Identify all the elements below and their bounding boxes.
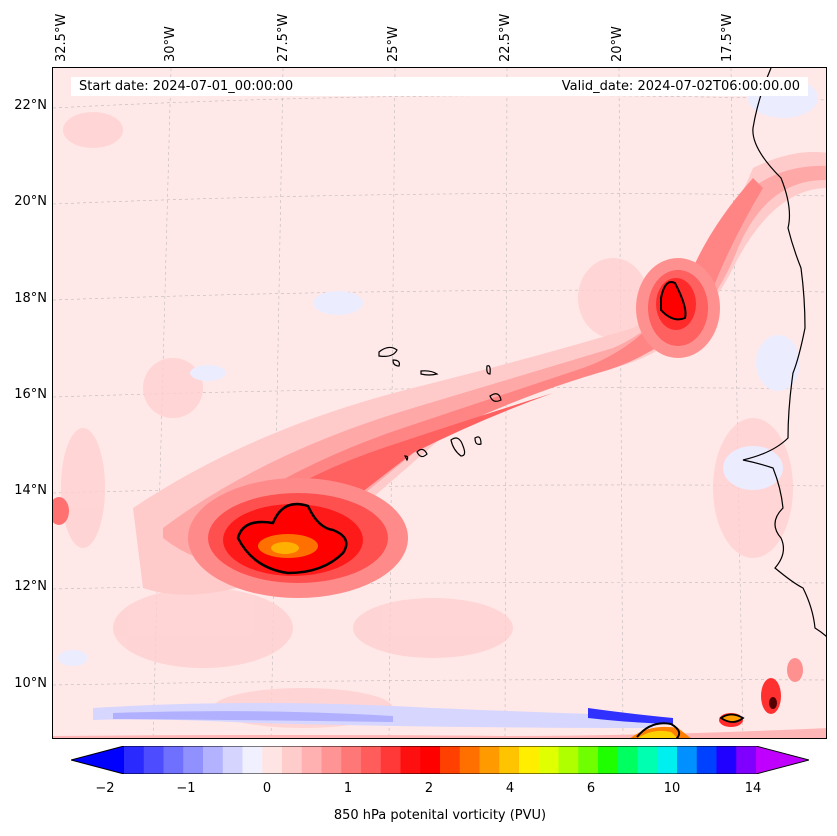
lat-label-14n: 14°N bbox=[14, 483, 47, 498]
date-info-bar: Start date: 2024-07-01_00:00:00 Valid_da… bbox=[71, 77, 808, 96]
lon-label-17-5w: 17.5°W bbox=[720, 13, 735, 62]
cb-tick-4: 4 bbox=[505, 781, 515, 796]
cb-tick-14: 14 bbox=[744, 781, 762, 796]
colorbar-swatch bbox=[499, 746, 520, 774]
island-brava bbox=[404, 455, 409, 462]
island-sao-nicolau bbox=[420, 370, 439, 376]
colorbar-swatch bbox=[696, 746, 717, 774]
southern-pv-band bbox=[53, 658, 826, 738]
pv-map: Start date: 2024-07-01_00:00:00 Valid_da… bbox=[52, 67, 827, 739]
cb-tick-10: 10 bbox=[663, 781, 681, 796]
lon-label-25w: 25°W bbox=[386, 26, 401, 62]
colorbar-swatch bbox=[301, 746, 322, 774]
colorbar-extend-max bbox=[756, 746, 809, 774]
cb-tick-1: 1 bbox=[343, 781, 353, 796]
colorbar-swatch bbox=[598, 746, 619, 774]
colorbar-swatch bbox=[459, 746, 480, 774]
colorbar-swatch bbox=[736, 746, 757, 774]
coastlines bbox=[378, 68, 826, 637]
colorbar-swatch bbox=[282, 746, 303, 774]
cb-tick-neg1: −1 bbox=[176, 781, 196, 796]
colorbar-swatch bbox=[321, 746, 342, 774]
colorbar-swatch bbox=[183, 746, 204, 774]
lon-label-20w: 20°W bbox=[610, 26, 625, 62]
colorbar-swatch bbox=[420, 746, 441, 774]
valid-date: Valid_date: 2024-07-02T06:00:00.00 bbox=[561, 79, 800, 94]
colorbar-swatch bbox=[262, 746, 283, 774]
colorbar-label: 850 hPa potenital vorticity (PVU) bbox=[333, 808, 547, 823]
colorbar-swatch bbox=[617, 746, 638, 774]
cb-tick-0: 0 bbox=[262, 781, 272, 796]
cb-tick-2: 2 bbox=[424, 781, 434, 796]
colorbar-swatch bbox=[519, 746, 540, 774]
weak-pv-patches bbox=[61, 112, 793, 728]
lat-label-12n: 12°N bbox=[14, 579, 47, 594]
lat-label-20n: 20°N bbox=[14, 194, 47, 209]
colorbar-swatch bbox=[637, 746, 658, 774]
africa-coast bbox=[742, 68, 826, 637]
lon-label-22-5w: 22.5°W bbox=[498, 13, 513, 62]
cb-tick-neg2: −2 bbox=[95, 781, 115, 796]
colorbar-swatch bbox=[242, 746, 263, 774]
colorbar-swatch bbox=[440, 746, 461, 774]
colorbar-extend-min bbox=[71, 746, 124, 774]
lat-label-18n: 18°N bbox=[14, 291, 47, 306]
colorbar-swatch bbox=[400, 746, 421, 774]
lon-label-27-5w: 27.5°W bbox=[276, 13, 291, 62]
colorbar-swatch bbox=[203, 746, 224, 774]
lon-label-32-5w: 32.5°W bbox=[54, 13, 69, 62]
colorbar-swatch bbox=[361, 746, 382, 774]
colorbar-swatch bbox=[222, 746, 243, 774]
island-fogo bbox=[416, 448, 428, 458]
lat-label-16n: 16°N bbox=[14, 387, 47, 402]
island-boavista bbox=[489, 393, 502, 402]
cb-tick-6: 6 bbox=[586, 781, 596, 796]
colorbar-swatch bbox=[677, 746, 698, 774]
colorbar-swatch bbox=[538, 746, 559, 774]
island-sal bbox=[486, 365, 491, 375]
start-date: Start date: 2024-07-01_00:00:00 bbox=[79, 79, 294, 94]
colorbar-swatch bbox=[657, 746, 678, 774]
lon-label-30w: 30°W bbox=[163, 26, 178, 62]
lat-label-10n: 10°N bbox=[14, 676, 47, 691]
colorbar-swatch bbox=[163, 746, 184, 774]
main-pv-max bbox=[188, 478, 408, 598]
pv-field-svg bbox=[53, 68, 826, 738]
lat-label-22n: 22°N bbox=[14, 98, 47, 113]
colorbar-swatch bbox=[578, 746, 599, 774]
colorbar-swatch bbox=[143, 746, 164, 774]
northern-pv-max bbox=[636, 258, 720, 358]
colorbar-swatch bbox=[380, 746, 401, 774]
island-santiago bbox=[450, 437, 466, 457]
colorbar-swatch bbox=[558, 746, 579, 774]
colorbar-swatch bbox=[479, 746, 500, 774]
colorbar-swatch bbox=[124, 746, 145, 774]
colorbar-swatch bbox=[341, 746, 362, 774]
island-santo-antao bbox=[378, 346, 398, 357]
edge-pv-max bbox=[53, 497, 69, 525]
island-sao-vicente bbox=[392, 359, 400, 367]
colorbar bbox=[71, 746, 809, 774]
island-maio bbox=[474, 436, 482, 445]
colorbar-swatch bbox=[716, 746, 737, 774]
